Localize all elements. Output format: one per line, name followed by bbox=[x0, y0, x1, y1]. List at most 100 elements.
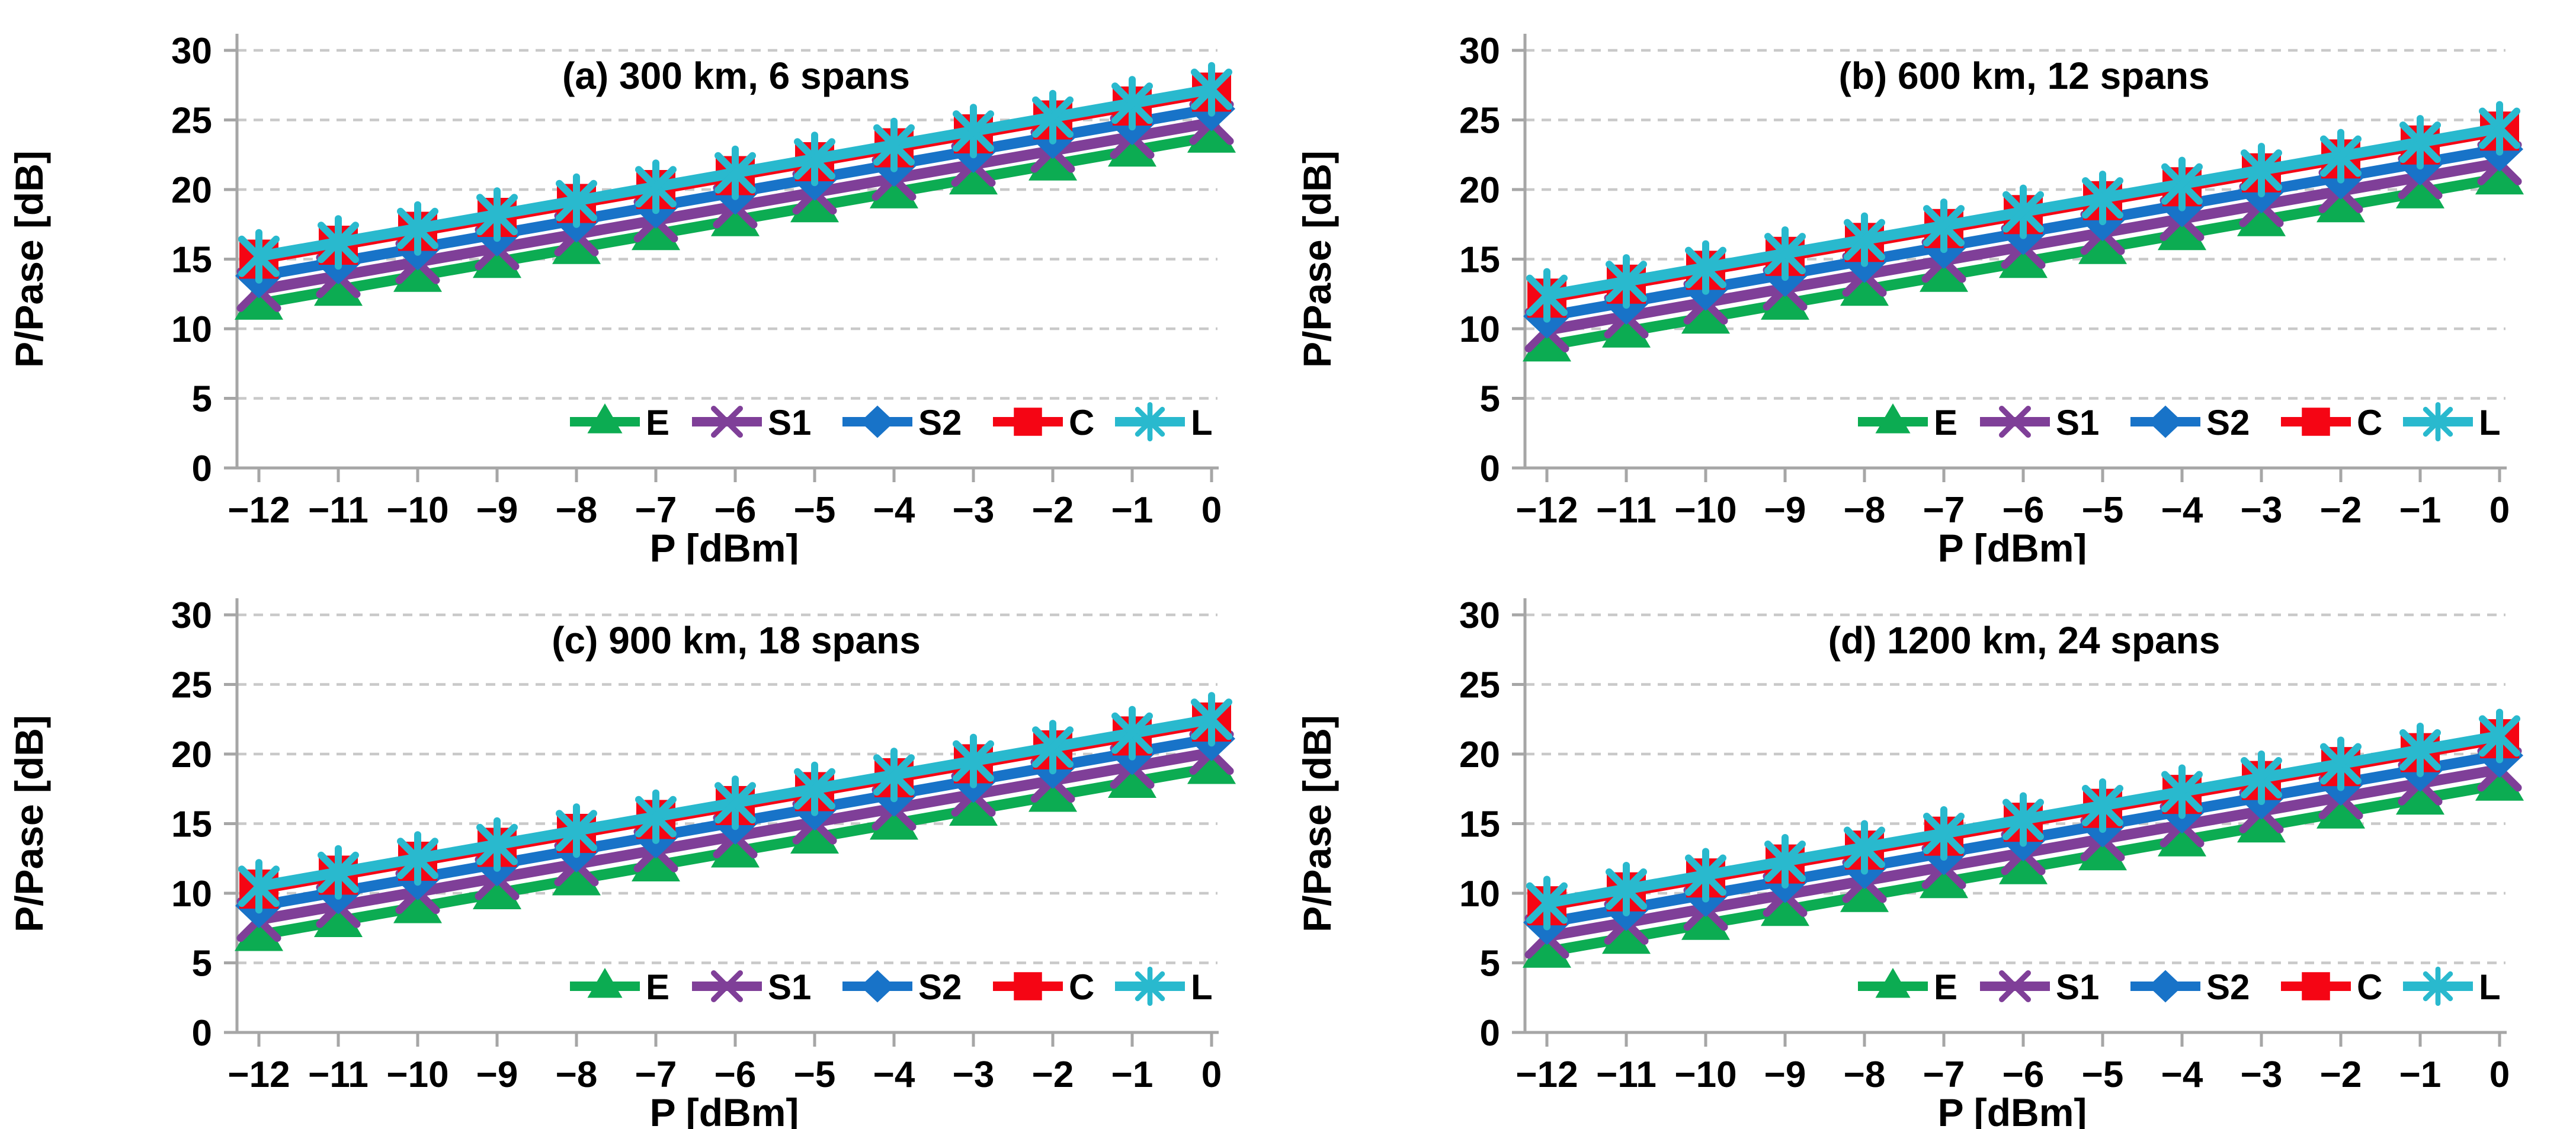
svg-text:−12: −12 bbox=[228, 490, 290, 531]
svg-text:−5: −5 bbox=[794, 1054, 836, 1095]
legend-marker-square bbox=[1014, 408, 1042, 436]
legend-item-S2: S2 bbox=[842, 967, 962, 1007]
marker-triangle bbox=[2475, 153, 2524, 195]
marker-asterisk bbox=[318, 215, 359, 270]
legend-item-S2: S2 bbox=[842, 403, 962, 442]
svg-text:−10: −10 bbox=[1674, 490, 1736, 531]
marker-asterisk bbox=[1032, 89, 1074, 145]
legend-item-S2: S2 bbox=[2130, 403, 2250, 442]
marker-triangle bbox=[1999, 236, 2048, 278]
chart-title: (d) 1200 km, 24 spans bbox=[1828, 619, 2221, 662]
marker-asterisk bbox=[2479, 101, 2520, 156]
svg-text:−7: −7 bbox=[1923, 490, 1965, 531]
marker-asterisk bbox=[1844, 820, 1885, 875]
marker-asterisk bbox=[1526, 268, 1568, 323]
marker-asterisk bbox=[1764, 226, 1806, 281]
legend-item-S1: S1 bbox=[1980, 403, 2099, 442]
svg-text:−10: −10 bbox=[386, 1054, 448, 1095]
svg-text:−2: −2 bbox=[1032, 1054, 1074, 1095]
marker-triangle bbox=[235, 909, 283, 951]
legend-label: S2 bbox=[2206, 967, 2250, 1007]
legend-label: S2 bbox=[918, 403, 962, 442]
marker-triangle bbox=[632, 209, 680, 251]
marker-asterisk bbox=[2241, 143, 2282, 198]
y-axis bbox=[1512, 34, 1527, 470]
x-tick-labels: −12 −11 −10 −9 −8 −7 −6 −5 −4 −3 −2 −1 0 bbox=[228, 1054, 1222, 1095]
marker-triangle bbox=[2317, 181, 2365, 223]
x-axis-label: P [dBm] bbox=[1938, 1090, 2087, 1129]
marker-triangle bbox=[552, 854, 601, 896]
legend-marker-xcross bbox=[711, 970, 743, 1003]
chart-panel-b: 0 5 10 15 20 25 30 −12 −11 −10 −9 −8 −7 −6 −5 −4 −3 −2 −1 0… bbox=[1288, 0, 2576, 564]
marker-triangle bbox=[2078, 222, 2127, 264]
marker-asterisk bbox=[1685, 848, 1726, 903]
marker-asterisk bbox=[635, 159, 677, 214]
marker-triangle bbox=[2078, 829, 2127, 871]
svg-text:−1: −1 bbox=[1111, 490, 1154, 531]
legend-item-C: C bbox=[2281, 403, 2382, 442]
x-axis bbox=[237, 1031, 1219, 1047]
marker-triangle bbox=[1920, 250, 1968, 292]
legend-label: S1 bbox=[768, 403, 811, 442]
series-L bbox=[238, 62, 1232, 284]
legend-marker-triangle bbox=[1875, 403, 1911, 434]
legend-label: E bbox=[646, 967, 669, 1007]
legend-label: C bbox=[1069, 967, 1094, 1007]
marker-asterisk bbox=[2399, 722, 2441, 777]
legend-item-C: C bbox=[993, 403, 1094, 442]
legend-label: L bbox=[2479, 967, 2501, 1007]
legend-marker-xcross bbox=[1999, 970, 2031, 1003]
svg-text:−12: −12 bbox=[1516, 1054, 1578, 1095]
legend-label: S2 bbox=[2206, 403, 2250, 442]
marker-triangle bbox=[1187, 742, 1236, 784]
legend-item-C: C bbox=[2281, 967, 2382, 1007]
series-L bbox=[238, 692, 1232, 914]
svg-text:−7: −7 bbox=[1923, 1054, 1965, 1095]
marker-triangle bbox=[1840, 264, 1889, 306]
svg-text:0: 0 bbox=[192, 1013, 212, 1054]
svg-text:0: 0 bbox=[2490, 1054, 2510, 1095]
marker-triangle bbox=[790, 181, 839, 223]
marker-triangle bbox=[2475, 759, 2524, 801]
legend-item-L: L bbox=[2403, 966, 2501, 1007]
legend-item-S1: S1 bbox=[692, 403, 811, 442]
marker-asterisk bbox=[238, 229, 280, 284]
x-axis-label: P [dBm] bbox=[650, 1090, 799, 1129]
marker-triangle bbox=[1920, 857, 1968, 899]
marker-asterisk bbox=[715, 775, 756, 830]
svg-text:−8: −8 bbox=[1844, 490, 1886, 531]
marker-asterisk bbox=[953, 104, 994, 159]
svg-text:25: 25 bbox=[171, 665, 212, 706]
svg-text:−2: −2 bbox=[1032, 490, 1074, 531]
series-E bbox=[235, 742, 1236, 951]
marker-asterisk bbox=[1685, 240, 1726, 295]
marker-triangle bbox=[1187, 111, 1236, 153]
svg-text:−11: −11 bbox=[308, 1054, 369, 1095]
y-axis bbox=[224, 34, 239, 470]
legend-marker-asterisk bbox=[1135, 966, 1165, 1006]
svg-text:30: 30 bbox=[1459, 595, 1500, 636]
legend-item-L: L bbox=[2403, 402, 2501, 442]
legend-marker-triangle bbox=[1875, 968, 1911, 998]
y-axis-label: P/Pase [dB] bbox=[1295, 150, 1339, 368]
legend-label: E bbox=[646, 403, 669, 442]
legend-marker-square bbox=[2302, 408, 2330, 436]
marker-asterisk bbox=[1923, 806, 1965, 861]
marker-asterisk bbox=[2241, 750, 2282, 805]
svg-text:0: 0 bbox=[192, 448, 212, 489]
svg-text:−9: −9 bbox=[476, 1054, 518, 1095]
marker-triangle bbox=[870, 798, 918, 840]
marker-triangle bbox=[1108, 125, 1156, 167]
marker-triangle bbox=[711, 194, 760, 236]
chart-title: (b) 600 km, 12 spans bbox=[1838, 54, 2209, 97]
svg-text:5: 5 bbox=[192, 379, 212, 420]
legend-item-C: C bbox=[993, 967, 1094, 1007]
svg-text:−7: −7 bbox=[635, 490, 677, 531]
svg-text:0: 0 bbox=[1202, 1054, 1222, 1095]
y-tick-labels: 0 5 10 15 20 25 30 bbox=[1459, 595, 1500, 1054]
legend-item-S2: S2 bbox=[2130, 967, 2250, 1007]
marker-triangle bbox=[1602, 912, 1651, 954]
marker-asterisk bbox=[397, 201, 438, 256]
